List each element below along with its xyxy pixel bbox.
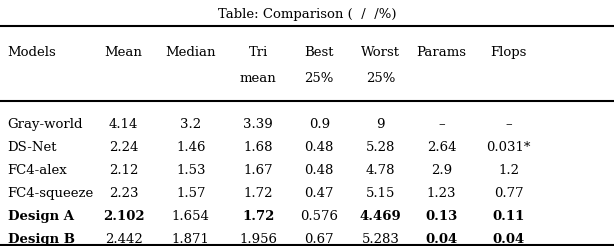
Text: 1.654: 1.654 xyxy=(172,210,210,223)
Text: 1.72: 1.72 xyxy=(243,187,273,200)
Text: 2.64: 2.64 xyxy=(427,141,456,154)
Text: Tri: Tri xyxy=(249,46,268,59)
Text: 2.12: 2.12 xyxy=(109,164,138,177)
Text: Design A: Design A xyxy=(7,210,74,223)
Text: Mean: Mean xyxy=(105,46,142,59)
Text: Params: Params xyxy=(416,46,467,59)
Text: 4.469: 4.469 xyxy=(359,210,401,223)
Text: 0.576: 0.576 xyxy=(300,210,338,223)
Text: 0.77: 0.77 xyxy=(494,187,524,200)
Text: 25%: 25% xyxy=(305,72,334,85)
Text: Table: Comparison (  /  /%): Table: Comparison ( / /%) xyxy=(218,8,396,21)
Text: 5.28: 5.28 xyxy=(366,141,395,154)
Text: 2.23: 2.23 xyxy=(109,187,138,200)
Text: 1.68: 1.68 xyxy=(243,141,273,154)
Text: 2.9: 2.9 xyxy=(431,164,452,177)
Text: 1.67: 1.67 xyxy=(243,164,273,177)
Text: FC4-squeeze: FC4-squeeze xyxy=(7,187,94,200)
Text: 1.53: 1.53 xyxy=(176,164,206,177)
Text: 3.2: 3.2 xyxy=(181,118,201,131)
Text: Gray-world: Gray-world xyxy=(7,118,83,131)
Text: 0.04: 0.04 xyxy=(426,233,457,246)
Text: 0.04: 0.04 xyxy=(492,233,525,246)
Text: 1.23: 1.23 xyxy=(427,187,456,200)
Text: 0.13: 0.13 xyxy=(426,210,457,223)
Text: 9: 9 xyxy=(376,118,384,131)
Text: 1.46: 1.46 xyxy=(176,141,206,154)
Text: 1.72: 1.72 xyxy=(242,210,274,223)
Text: 4.14: 4.14 xyxy=(109,118,138,131)
Text: –: – xyxy=(438,118,445,131)
Text: 0.9: 0.9 xyxy=(309,118,330,131)
Text: Flops: Flops xyxy=(491,46,527,59)
Text: 1.871: 1.871 xyxy=(172,233,210,246)
Text: 5.15: 5.15 xyxy=(366,187,395,200)
Text: Design B: Design B xyxy=(7,233,74,246)
Text: 25%: 25% xyxy=(366,72,395,85)
Text: 1.57: 1.57 xyxy=(176,187,206,200)
Text: 3.39: 3.39 xyxy=(243,118,273,131)
Text: Worst: Worst xyxy=(361,46,400,59)
Text: Best: Best xyxy=(305,46,334,59)
Text: –: – xyxy=(505,118,512,131)
Text: 2.102: 2.102 xyxy=(103,210,144,223)
Text: Models: Models xyxy=(7,46,56,59)
Text: Median: Median xyxy=(166,46,216,59)
Text: mean: mean xyxy=(239,72,276,85)
Text: 2.442: 2.442 xyxy=(105,233,142,246)
Text: 1.956: 1.956 xyxy=(239,233,277,246)
Text: 0.48: 0.48 xyxy=(305,141,334,154)
Text: DS-Net: DS-Net xyxy=(7,141,57,154)
Text: 1.2: 1.2 xyxy=(498,164,519,177)
Text: 5.283: 5.283 xyxy=(362,233,399,246)
Text: 0.11: 0.11 xyxy=(492,210,525,223)
Text: 0.48: 0.48 xyxy=(305,164,334,177)
Text: 4.78: 4.78 xyxy=(365,164,395,177)
Text: 2.24: 2.24 xyxy=(109,141,138,154)
Text: 0.031*: 0.031* xyxy=(486,141,531,154)
Text: FC4-alex: FC4-alex xyxy=(7,164,68,177)
Text: 0.67: 0.67 xyxy=(305,233,334,246)
Text: 0.47: 0.47 xyxy=(305,187,334,200)
